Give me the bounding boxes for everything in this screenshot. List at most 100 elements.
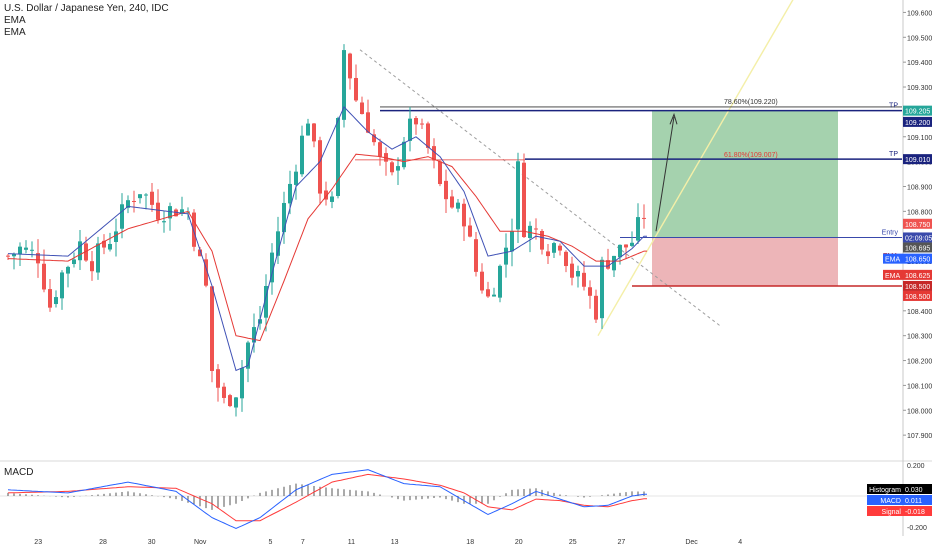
candle-body (318, 140, 322, 194)
candle-body (204, 259, 208, 286)
price-tag-label: 109.010 (905, 157, 930, 164)
candle-body (66, 266, 70, 274)
price-tag (903, 253, 932, 264)
chart-legend: U.S. Dollar / Japanese Yen, 240, IDC EMA… (4, 3, 169, 39)
macd-legend-value-box (903, 484, 932, 494)
candle-body (498, 265, 502, 298)
price-tag-label: 108.750 (905, 222, 930, 229)
candle-body (282, 202, 286, 233)
price-tick-label: 108.200 (907, 359, 932, 366)
candle-body (18, 246, 22, 255)
ema-slow-line (7, 153, 647, 342)
tp2-label: TP (889, 151, 898, 158)
candle-body (642, 217, 646, 219)
time-tick-label: 25 (569, 539, 577, 546)
candle-body (558, 245, 562, 251)
candle-body (216, 369, 220, 388)
price-tag-label: 02:09:05 (905, 235, 932, 242)
price-tag-label: 108.650 (905, 257, 930, 264)
macd-legend-name: MACD (880, 498, 901, 505)
candle-body (348, 53, 352, 79)
candle-body (144, 194, 148, 196)
candle-body (312, 123, 316, 142)
candle-body (294, 171, 298, 185)
time-tick-label: Dec (685, 539, 698, 546)
candle-body (234, 397, 238, 408)
price-tick-label: 108.900 (907, 184, 932, 191)
macd-legend-value: 0.011 (905, 498, 922, 505)
candle-body (444, 180, 448, 200)
candle-body (276, 231, 280, 256)
candle-body (132, 200, 136, 202)
candle-body (156, 202, 160, 220)
price-tag (903, 105, 932, 116)
candle-body (426, 123, 430, 148)
candle-body (48, 289, 52, 308)
candle-body (456, 202, 460, 209)
time-tick-label: 4 (738, 539, 742, 546)
price-tick-label: 108.100 (907, 383, 932, 390)
candle-body (270, 252, 274, 283)
price-tag (903, 154, 932, 165)
price-tick-label: 109.600 (907, 10, 932, 17)
macd-legend-value-box (903, 506, 932, 516)
candle-body (222, 386, 226, 398)
candle-body (54, 297, 58, 305)
candle-body (480, 271, 484, 291)
candle-body (24, 247, 28, 250)
candle-body (252, 327, 256, 343)
candle-body (612, 255, 616, 271)
time-tick-label: 28 (99, 539, 107, 546)
price-tag-label: 109.200 (905, 120, 930, 127)
time-tick-label: 30 (148, 539, 156, 546)
candle-body (462, 203, 466, 227)
candle-body (150, 191, 154, 205)
price-tag-label: 108.625 (905, 273, 930, 280)
ema-indicator-label-2[interactable]: EMA (4, 27, 26, 38)
candle-body (306, 123, 310, 136)
candle-body (360, 102, 364, 115)
candle-body (42, 263, 46, 290)
macd-legend-value: -0.018 (905, 509, 925, 516)
candle-body (78, 241, 82, 261)
candle-body (210, 286, 214, 371)
macd-legend-name: Signal (882, 509, 902, 516)
macd-legend-value: 0.030 (905, 487, 923, 494)
candle-body (600, 259, 604, 319)
candle-body (300, 135, 304, 175)
candle-body (84, 243, 88, 261)
candle-body (474, 239, 478, 272)
candle-body (90, 261, 94, 272)
candle-body (114, 231, 118, 242)
candle-body (528, 225, 532, 238)
fib-label: 61.80%(109.007) (724, 152, 778, 159)
candle-body (408, 118, 412, 141)
macd-legend-name-box (867, 506, 903, 516)
descending-dashed-trendline (359, 49, 721, 327)
candle-body (336, 117, 340, 196)
price-tick-label: 109.300 (907, 85, 932, 92)
candle-body (342, 50, 346, 120)
candle-body (174, 209, 178, 217)
price-tick-label: 108.800 (907, 209, 932, 216)
macd-signal-line (7, 473, 647, 522)
profit-zone (652, 110, 838, 238)
projection-arrow-head (669, 112, 678, 125)
candle-body (420, 123, 424, 125)
price-tick-label: 109.400 (907, 60, 932, 67)
rising-trendline (597, 0, 794, 337)
candle-body (372, 134, 376, 143)
candle-body (576, 270, 580, 277)
time-tick-label: 20 (515, 539, 523, 546)
ema-tag-label: EMA (885, 257, 901, 264)
candle-body (630, 242, 634, 246)
candle-body (552, 243, 556, 253)
candle-body (516, 161, 520, 230)
candle-body (486, 289, 490, 297)
candle-body (450, 196, 454, 208)
ema-indicator-label-1[interactable]: EMA (4, 15, 26, 26)
price-tick-label: 108.300 (907, 334, 932, 341)
price-tag-label: 108.500 (905, 294, 930, 301)
candle-body (594, 295, 598, 320)
